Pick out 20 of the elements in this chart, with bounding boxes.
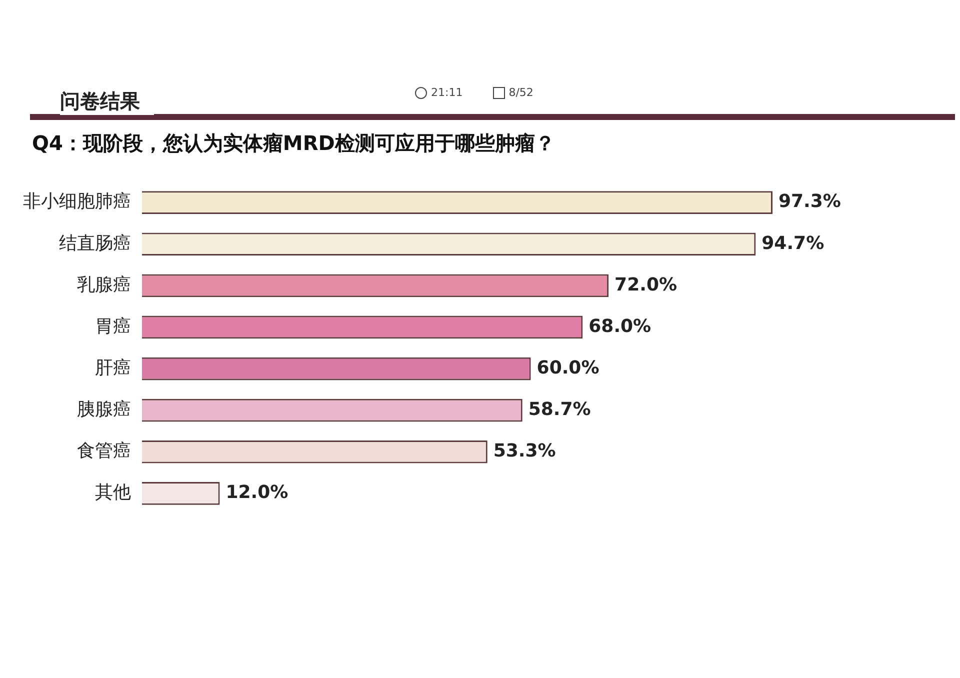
- y-tick-label: 其他: [95, 482, 131, 504]
- data-label: 72.0%: [614, 274, 678, 296]
- data-label: 53.3%: [493, 440, 556, 462]
- y-tick-label: 肝癌: [95, 357, 131, 378]
- y-tick-label: 乳腺癌: [77, 274, 131, 296]
- text: 8/52: [508, 86, 534, 99]
- y-tick-label: 非小细胞肺癌: [23, 191, 131, 212]
- y-tick-label: 胃癌: [95, 316, 131, 337]
- text: 21:11: [430, 86, 463, 99]
- data-label: 58.7%: [528, 398, 591, 420]
- y-tick-label: 胰腺癌: [77, 398, 131, 420]
- y-tick-label: 结直肠癌: [59, 232, 131, 254]
- data-label: 68.0%: [588, 316, 652, 337]
- data-label: 12.0%: [226, 482, 288, 504]
- chart-title: Q4：现阶段，您认为实体瘤MRD检测可应用于哪些肿瘤？: [32, 130, 555, 157]
- data-label: 60.0%: [536, 357, 600, 378]
- data-label: 94.7%: [762, 232, 824, 254]
- chart-subtitle: 问卷结果: [60, 88, 154, 115]
- data-label: 97.3%: [778, 191, 841, 212]
- y-tick-label: 食管癌: [77, 440, 131, 462]
